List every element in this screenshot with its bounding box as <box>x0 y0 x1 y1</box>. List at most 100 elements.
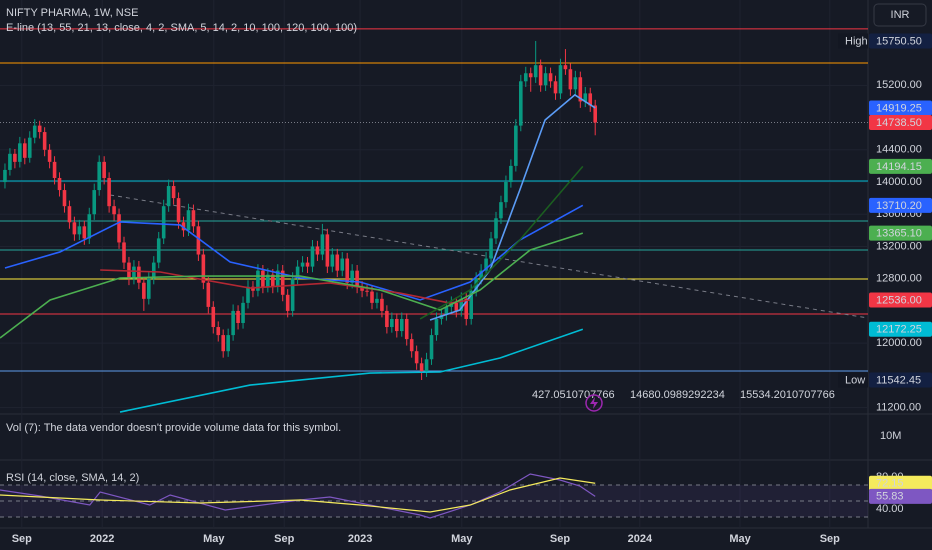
candle-body <box>18 143 22 162</box>
candle-body <box>484 258 488 271</box>
price-badge-label: 14194.15 <box>876 161 922 173</box>
candle-body <box>504 182 508 203</box>
indicator-line <box>0 232 584 339</box>
indicator-line <box>429 93 596 321</box>
currency[interactable]: INR <box>891 9 910 21</box>
candle-body <box>62 190 67 207</box>
candle-body <box>221 335 225 352</box>
price-badge-label: 15750.50 <box>876 35 922 47</box>
candle-body <box>8 153 12 170</box>
candle-body <box>404 318 409 340</box>
candle-body <box>593 105 597 123</box>
candle-body <box>533 65 538 78</box>
candle-body <box>578 77 583 102</box>
price-badge <box>869 33 932 49</box>
candle-body <box>137 266 141 283</box>
candle-body <box>528 73 533 78</box>
rsi-line <box>0 477 596 513</box>
price-badge <box>869 321 932 337</box>
candle-body <box>27 137 32 158</box>
candle-body <box>588 93 593 106</box>
candle-body <box>52 161 57 178</box>
candle-body <box>117 214 121 243</box>
marker-tag-label: Low <box>845 374 865 386</box>
event-bolt <box>590 397 598 409</box>
candle-body <box>87 214 92 239</box>
candle-body <box>583 93 588 102</box>
rsi-title: RSI (14, close, SMA, 14, 2) <box>6 472 139 484</box>
x-tick-label: Sep <box>12 533 32 545</box>
x-tick-label: May <box>451 533 473 545</box>
x-tick-label: May <box>729 533 751 545</box>
candle-body <box>558 65 563 94</box>
candle-body <box>261 270 265 287</box>
projection-value: 14680.0989292234 <box>630 389 725 401</box>
candle-body <box>355 270 359 287</box>
candle-body <box>548 73 553 82</box>
candle-body <box>32 125 37 138</box>
price-badge-label: 13710.20 <box>876 200 922 212</box>
candle-body <box>92 190 97 215</box>
candle-body <box>161 206 166 239</box>
price-badge-label: 12172.25 <box>876 324 922 336</box>
y-tick-label: 13200.00 <box>876 240 922 252</box>
candle-body <box>251 286 255 291</box>
candle-body <box>553 81 558 94</box>
candle-body <box>241 302 245 324</box>
x-tick-label: May <box>203 533 225 545</box>
indicator-line <box>419 165 584 320</box>
currency-button[interactable] <box>873 3 927 27</box>
candle-body <box>469 290 473 319</box>
candle-body <box>285 294 290 311</box>
x-tick-label: 2024 <box>628 533 653 545</box>
candle-body <box>459 298 464 311</box>
candle-body <box>42 132 47 150</box>
candle-body <box>211 306 216 328</box>
candle-body <box>568 69 573 90</box>
marker-tag <box>838 33 868 49</box>
price-badge <box>869 475 932 491</box>
candle-body <box>380 298 384 311</box>
candle-body <box>216 327 221 336</box>
candle-body <box>13 153 17 162</box>
candle-body <box>315 246 320 255</box>
candle-body <box>171 186 176 199</box>
price-badge <box>869 100 932 116</box>
plot <box>0 0 869 528</box>
projection-value: 15534.2010707766 <box>740 389 835 401</box>
candle-body <box>37 125 42 133</box>
candle-body <box>345 258 349 283</box>
candle-body <box>494 218 498 239</box>
overlay: NIFTY PHARMA, 1W, NSE E-line (13, 55, 21… <box>6 3 932 545</box>
candle-body <box>330 254 335 267</box>
candle-body <box>499 202 503 219</box>
candle-body <box>122 242 126 263</box>
volume-title: Vol (7): The data vendor doesn't provide… <box>6 422 341 434</box>
candle-body <box>479 270 483 279</box>
candle-body <box>370 291 374 303</box>
price-badge-label: 12536.00 <box>876 294 922 306</box>
candle-body <box>57 177 62 191</box>
candle-body <box>543 73 548 86</box>
candle-body <box>280 270 285 295</box>
x-tick-label: 2022 <box>90 533 114 545</box>
candle-body <box>295 266 300 279</box>
y-tick-label: 15200.00 <box>876 79 922 91</box>
marker-tag <box>838 372 868 388</box>
candle-body <box>325 234 330 267</box>
candle-body <box>132 266 136 279</box>
price-badge-label: 14738.50 <box>876 117 922 129</box>
candle-body <box>166 186 171 207</box>
candle-body <box>538 65 543 86</box>
candle-body <box>23 143 27 158</box>
candle-body <box>77 226 82 235</box>
candle-body <box>47 149 52 162</box>
candle-body <box>271 274 275 287</box>
event-icon[interactable] <box>585 394 603 412</box>
price-badge <box>869 372 932 388</box>
candle-body <box>395 318 399 332</box>
price-badge-label: 72.15 <box>876 478 904 490</box>
price-badge <box>869 158 932 174</box>
